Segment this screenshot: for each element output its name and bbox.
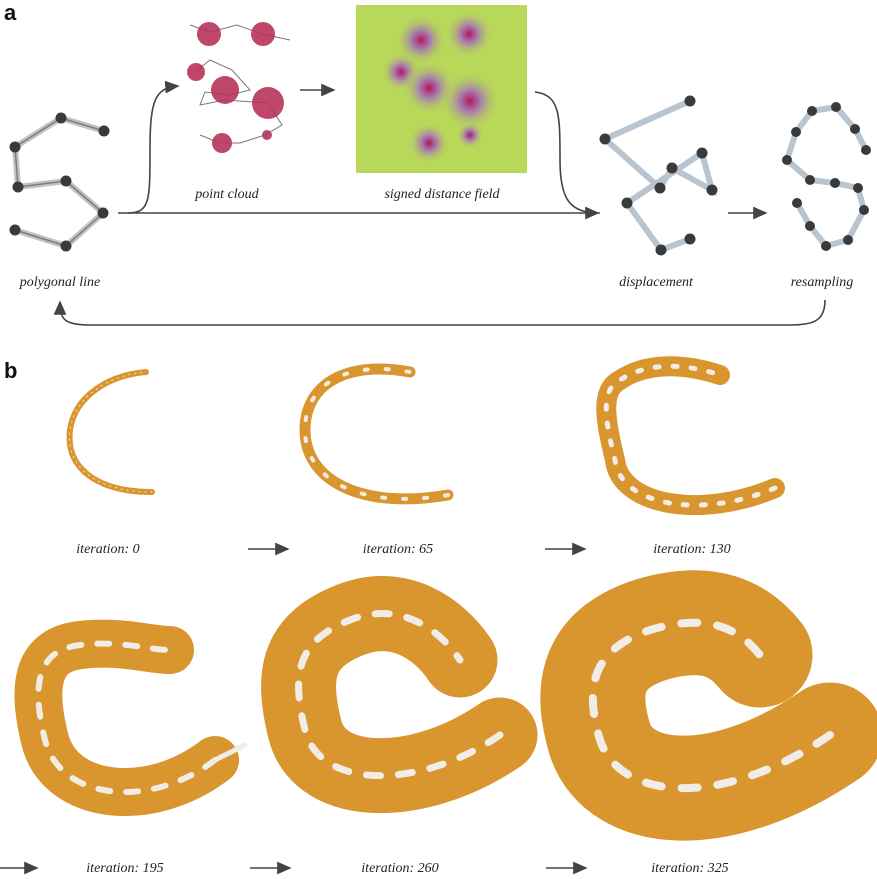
- arrow: [127, 80, 180, 214]
- resampled-line: [782, 102, 871, 251]
- growth-shape: [66, 369, 155, 495]
- arrow: [534, 91, 601, 214]
- displacement-line: [599, 95, 718, 256]
- signed-distance-field: [356, 5, 527, 173]
- step-label: displacement: [619, 275, 694, 290]
- iteration-label: iteration: 325: [651, 861, 728, 876]
- panel-label: b: [4, 358, 17, 383]
- iteration-label: iteration: 0: [76, 542, 139, 557]
- growth-shape: [540, 570, 877, 841]
- panel-label: a: [4, 0, 17, 25]
- step-label: polygonal line: [19, 275, 101, 290]
- iteration-label: iteration: 130: [653, 542, 730, 557]
- polygonal-line: [9, 112, 110, 252]
- iteration-label: iteration: 65: [363, 542, 433, 557]
- growth-shape: [299, 363, 454, 505]
- growth-shape: [596, 356, 785, 515]
- iteration-label: iteration: 260: [361, 861, 438, 876]
- iteration-label: iteration: 195: [86, 861, 163, 876]
- growth-shape: [261, 576, 538, 814]
- arrow: [53, 299, 826, 326]
- growth-shape: [14, 619, 248, 816]
- step-label: point cloud: [194, 187, 259, 202]
- point-cloud: [187, 22, 291, 153]
- step-label: signed distance field: [384, 187, 500, 202]
- step-label: resampling: [791, 275, 853, 290]
